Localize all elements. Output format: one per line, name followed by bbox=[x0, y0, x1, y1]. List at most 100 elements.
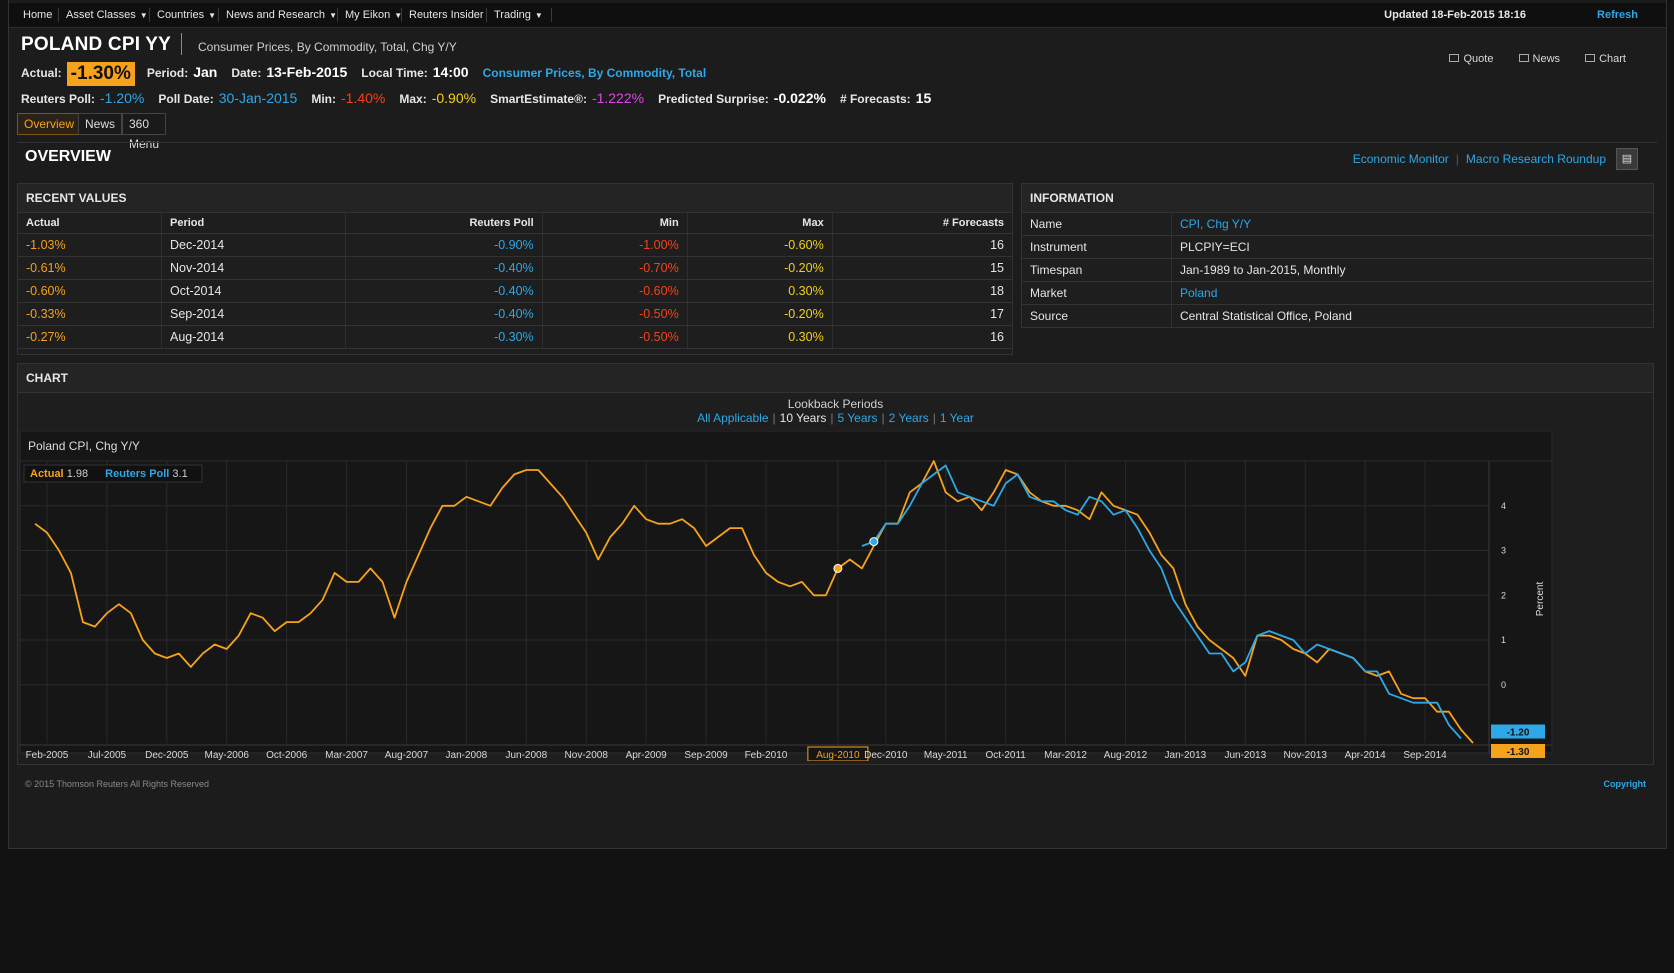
app-frame: Home Asset Classes ▼ Countries ▼ News and … bbox=[8, 0, 1667, 849]
nav-reuters-insider[interactable]: Reuters Insider bbox=[409, 6, 484, 24]
table-row[interactable]: -0.60% Oct-2014 -0.40% -0.60% 0.30% 18 bbox=[18, 279, 1012, 303]
nav-home[interactable]: Home bbox=[23, 6, 52, 24]
cell-poll: -0.90% bbox=[345, 233, 543, 257]
info-row: Instrument PLCPIY=ECI bbox=[1022, 235, 1653, 259]
y-tick-label: 4 bbox=[1501, 501, 1506, 511]
information-table: Name CPI, Chg Y/Y Instrument PLCPIY=ECI Time… bbox=[1022, 213, 1653, 328]
x-tick-label: Jan-2013 bbox=[1165, 750, 1207, 761]
chevron-down-icon: ▼ bbox=[394, 11, 403, 20]
top-navigation-bar: Home Asset Classes ▼ Countries ▼ News and … bbox=[9, 3, 1666, 28]
cell-forecasts: 15 bbox=[832, 256, 1012, 280]
lookback-all-applicable[interactable]: All Applicable bbox=[697, 411, 769, 425]
tab-overview[interactable]: Overview bbox=[17, 113, 82, 135]
nav-news-research[interactable]: News and Research ▼ bbox=[226, 6, 337, 24]
legend-actual-value: 1.98 bbox=[67, 468, 88, 480]
y-tick-label: 1 bbox=[1501, 635, 1506, 645]
x-tick-label: Jun-2013 bbox=[1224, 750, 1266, 761]
forecasts-label: # Forecasts: bbox=[839, 92, 911, 106]
nav-home-label: Home bbox=[23, 9, 53, 21]
info-label: Timespan bbox=[1022, 258, 1172, 282]
chart-link[interactable]: Chart bbox=[1585, 53, 1626, 65]
col-forecasts[interactable]: # Forecasts bbox=[832, 213, 1012, 234]
info-link[interactable]: Poland bbox=[1171, 281, 1653, 305]
lookback-periods-title: Lookback Periods bbox=[787, 397, 884, 411]
y-tick-label: 3 bbox=[1501, 546, 1506, 556]
col-min[interactable]: Min bbox=[542, 213, 688, 234]
title-divider bbox=[181, 33, 182, 55]
x-tick-label: Feb-2005 bbox=[26, 750, 69, 761]
nav-asset-classes-label: Asset Classes bbox=[66, 9, 136, 21]
nav-my-eikon[interactable]: My Eikon ▼ bbox=[345, 6, 402, 24]
table-header-row: Actual Period Reuters Poll Min Max # For… bbox=[18, 213, 1012, 234]
nav-asset-classes[interactable]: Asset Classes ▼ bbox=[66, 6, 148, 24]
lookback-2-years[interactable]: 2 Years bbox=[888, 411, 929, 425]
cell-actual: -0.60% bbox=[18, 279, 162, 303]
col-max[interactable]: Max bbox=[687, 213, 833, 234]
chart-area bbox=[19, 431, 1553, 754]
chart-x-axis: Feb-2005 Jul-2005 Dec-2005 May-2006 Oct-2006… bbox=[26, 746, 1447, 761]
cell-period: Nov-2014 bbox=[161, 256, 347, 280]
predicted-surprise-label: Predicted Surprise: bbox=[658, 92, 769, 106]
chart-section-title: CHART bbox=[18, 364, 1653, 393]
col-period[interactable]: Period bbox=[161, 213, 347, 234]
tab-news[interactable]: News bbox=[78, 113, 123, 135]
x-tick-label: May-2011 bbox=[924, 750, 968, 761]
table-row[interactable]: -1.03% Dec-2014 -0.90% -1.00% -0.60% 16 bbox=[18, 233, 1012, 257]
cell-actual: -0.61% bbox=[18, 256, 162, 280]
nav-countries-label: Countries bbox=[157, 9, 205, 21]
x-tick-label: Sep-2009 bbox=[684, 750, 728, 761]
poll-date-label: Poll Date: bbox=[158, 92, 214, 106]
y-tick-label: 0 bbox=[1501, 680, 1506, 690]
cell-period: Oct-2014 bbox=[161, 279, 347, 303]
print-button[interactable]: ▤ bbox=[1616, 148, 1638, 170]
macro-research-roundup-link[interactable]: Macro Research Roundup bbox=[1465, 152, 1606, 166]
chart-end-labels: -1.20 -1.30 bbox=[1491, 724, 1545, 758]
table-row[interactable]: -0.27% Aug-2014 -0.30% -0.50% 0.30% 16 bbox=[18, 325, 1012, 349]
recent-values-panel: RECENT VALUES Actual Period Reuters Poll… bbox=[17, 183, 1013, 355]
recent-values-table: Actual Period Reuters Poll Min Max # For… bbox=[18, 213, 1012, 349]
x-tick-label: Jun-2008 bbox=[505, 750, 547, 761]
chevron-down-icon: ▼ bbox=[139, 11, 148, 20]
nav-countries[interactable]: Countries ▼ bbox=[157, 6, 216, 24]
table-row[interactable]: -0.33% Sep-2014 -0.40% -0.50% -0.20% 17 bbox=[18, 302, 1012, 326]
series-line-reuters-poll bbox=[861, 464, 1462, 740]
info-value: Central Statistical Office, Poland bbox=[1171, 304, 1653, 328]
col-reuters-poll[interactable]: Reuters Poll bbox=[345, 213, 543, 234]
lookback-1-year[interactable]: 1 Year bbox=[939, 411, 974, 425]
col-actual[interactable]: Actual bbox=[18, 213, 162, 234]
table-row[interactable]: -0.61% Nov-2014 -0.40% -0.70% -0.20% 15 bbox=[18, 256, 1012, 280]
overview-links: Economic Monitor | Macro Research Roundup bbox=[1352, 152, 1606, 166]
x-tick-label: Aug-2007 bbox=[385, 750, 429, 761]
x-tick-label: May-2006 bbox=[204, 750, 249, 761]
chart-series bbox=[34, 460, 1474, 744]
nav-trading[interactable]: Trading ▼ bbox=[494, 6, 543, 24]
chevron-down-icon: ▼ bbox=[208, 11, 216, 20]
actual-label: Actual: bbox=[21, 66, 62, 80]
refresh-link[interactable]: Refresh bbox=[1597, 9, 1638, 21]
chart-legend-text: Actual 1.98 Reuters Poll 3.1 bbox=[30, 468, 188, 480]
economic-monitor-link[interactable]: Economic Monitor bbox=[1352, 152, 1449, 166]
series-link[interactable]: Consumer Prices, By Commodity, Total bbox=[482, 66, 707, 80]
copyright-link[interactable]: Copyright bbox=[1603, 779, 1647, 789]
window-icon bbox=[1518, 54, 1529, 62]
page-subtitle: Consumer Prices, By Commodity, Total, Ch… bbox=[198, 40, 457, 54]
cell-forecasts: 17 bbox=[832, 302, 1012, 326]
print-icon: ▤ bbox=[1621, 153, 1633, 165]
actual-value-badge: -1.30% bbox=[66, 62, 135, 86]
x-tick-label: Nov-2013 bbox=[1284, 750, 1328, 761]
x-tick-label: Aug-2012 bbox=[1104, 750, 1148, 761]
series-line-actual bbox=[34, 460, 1474, 744]
news-link[interactable]: News bbox=[1518, 53, 1560, 65]
quote-link[interactable]: Quote bbox=[1449, 53, 1493, 65]
overview-header-bar bbox=[17, 142, 1657, 179]
chart-link-label: Chart bbox=[1599, 53, 1626, 65]
cell-poll: -0.40% bbox=[345, 256, 543, 280]
x-tick-label: Feb-2010 bbox=[745, 750, 788, 761]
lookback-5-years[interactable]: 5 Years bbox=[837, 411, 878, 425]
cpi-line-chart[interactable]: Poland CPI, Chg Y/Y Feb-2005 Jul-2005 Dec-… bbox=[19, 431, 1652, 761]
info-value: Jan-1989 to Jan-2015, Monthly bbox=[1171, 258, 1653, 282]
info-label: Name bbox=[1022, 213, 1172, 236]
lookback-10-years[interactable]: 10 Years bbox=[779, 411, 827, 425]
tab-360-menu[interactable]: 360 Menu bbox=[122, 113, 167, 151]
info-link[interactable]: CPI, Chg Y/Y bbox=[1171, 213, 1653, 236]
